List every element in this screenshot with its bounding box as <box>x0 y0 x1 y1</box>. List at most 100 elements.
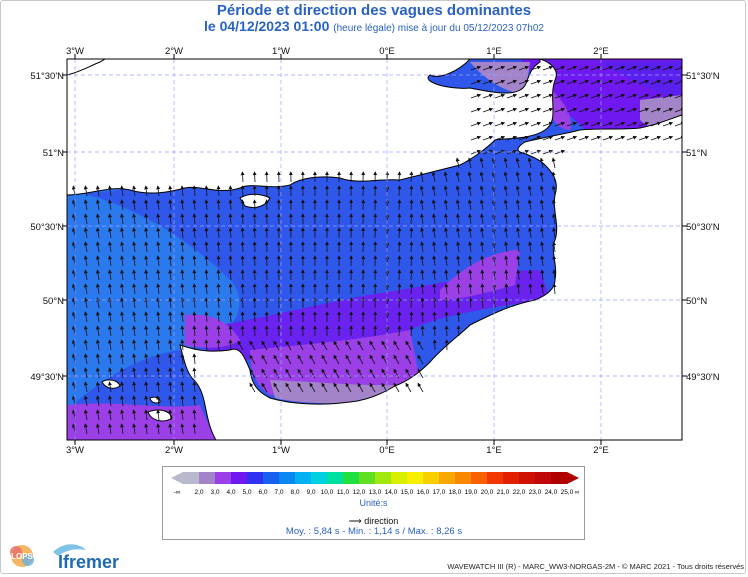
credit-line: WAVEWATCH III (R) - MARC_WW3-NORGAS-2M -… <box>447 562 744 571</box>
legend-tick-label: 14,0 <box>385 489 398 496</box>
legend-swatch <box>183 472 199 484</box>
legend-swatch <box>503 472 519 484</box>
direction-arrow <box>255 270 256 280</box>
lat-left-5130: 51°30'N <box>30 71 64 82</box>
lon-bottom-1w: 1°W <box>272 445 290 456</box>
legend-tick-label: 11,0 <box>337 489 350 496</box>
legend-min-label: -∞ <box>174 489 181 496</box>
lops-text: LOPS <box>11 552 33 561</box>
lon-top-1w: 1°W <box>272 46 290 57</box>
legend-swatch <box>215 472 231 484</box>
legend-tick-label: 7,0 <box>274 489 283 496</box>
lops-logo: LOPS <box>2 540 42 570</box>
legend-swatch <box>375 472 391 484</box>
lat-right-50: 50°N <box>686 296 707 307</box>
direction-arrow <box>255 326 256 336</box>
direction-arrow <box>399 186 400 196</box>
legend-swatch <box>311 472 327 484</box>
legend-swatch <box>359 472 375 484</box>
lon-bottom-1e: 1°E <box>486 445 501 456</box>
lat-right-5130: 51°30'N <box>686 71 720 82</box>
lon-bottom-0e: 0°E <box>379 445 394 456</box>
direction-arrow <box>399 172 400 182</box>
direction-arrow <box>255 312 256 322</box>
legend-min-triangle <box>171 472 183 484</box>
lat-left-51: 51°N <box>43 148 64 159</box>
direction-arrow <box>399 298 400 308</box>
direction-arrow <box>399 242 400 252</box>
direction-arrow <box>255 242 256 252</box>
ifremer-logo: Ifremer <box>48 540 148 572</box>
lat-left-5030: 50°30'N <box>30 222 64 233</box>
legend-swatch <box>471 472 487 484</box>
direction-arrow <box>255 186 256 196</box>
legend-swatch <box>407 472 423 484</box>
lon-bottom-3w: 3°W <box>66 445 84 456</box>
direction-arrow <box>399 270 400 280</box>
direction-arrow <box>399 214 400 224</box>
legend-tick-label: 10,0 <box>321 489 334 496</box>
stats-line: Moy. : 5,84 s - Min. : 1,14 s / Max. : 8… <box>0 526 748 537</box>
legend-tick-label: 9,0 <box>306 489 315 496</box>
legend-swatch <box>199 472 215 484</box>
direction-arrow <box>255 298 256 308</box>
direction-arrow <box>255 284 256 294</box>
lat-left-50: 50°N <box>43 296 64 307</box>
legend-max-label: ∞ <box>575 489 580 496</box>
legend-tick-label: 21,0 <box>497 489 510 496</box>
legend-tick-label: 3,0 <box>210 489 219 496</box>
legend-tick-label: 5,0 <box>242 489 251 496</box>
direction-arrow-icon: ⟶ <box>349 516 362 526</box>
lon-bottom-2e: 2°E <box>593 445 608 456</box>
legend-tick-label: 17,0 <box>433 489 446 496</box>
lon-top-1e: 1°E <box>486 46 501 57</box>
legend-swatch <box>263 472 279 484</box>
legend-swatch <box>535 472 551 484</box>
direction-arrow <box>255 172 256 182</box>
direction-arrow <box>255 228 256 238</box>
legend-tick-label: 24,0 <box>545 489 558 496</box>
wave-period-map: 3°W 2°W 1°W 0°E 1°E 2°E 3°W 2°W 1°W 0°E … <box>0 0 748 470</box>
legend-swatch <box>551 472 567 484</box>
lon-top-3w: 3°W <box>66 46 84 57</box>
direction-arrow <box>399 326 400 336</box>
legend-max-triangle <box>567 472 579 484</box>
legend-tick-label: 2,0 <box>194 489 203 496</box>
legend-swatch <box>231 472 247 484</box>
direction-arrow <box>255 214 256 224</box>
direction-label: direction <box>364 516 398 526</box>
direction-arrow <box>399 312 400 322</box>
legend-swatch <box>423 472 439 484</box>
lon-top-0e: 0°E <box>379 46 394 57</box>
legend-tick-label: 4,0 <box>226 489 235 496</box>
legend-swatch <box>439 472 455 484</box>
legend-swatch <box>295 472 311 484</box>
ifremer-text: Ifremer <box>58 552 119 572</box>
legend-tick-label: 22,0 <box>513 489 526 496</box>
direction-arrow <box>255 256 256 266</box>
direction-arrow <box>399 228 400 238</box>
direction-arrow <box>255 200 256 210</box>
direction-arrow <box>399 256 400 266</box>
legend-tick-label: 6,0 <box>258 489 267 496</box>
legend-tick-label: 15,0 <box>401 489 414 496</box>
legend-swatch <box>327 472 343 484</box>
legend-unit: Unité:s <box>163 498 584 508</box>
legend-tick-label: 18,0 <box>449 489 462 496</box>
legend-tick-label: 13,0 <box>369 489 382 496</box>
legend-swatch <box>487 472 503 484</box>
legend-swatch <box>519 472 535 484</box>
lat-right-51: 51°N <box>686 148 707 159</box>
legend-tick-label: 12,0 <box>353 489 366 496</box>
legend-tick-label: 23,0 <box>529 489 542 496</box>
direction-arrow <box>399 284 400 294</box>
lon-bottom-2w: 2°W <box>165 445 183 456</box>
legend-swatch <box>343 472 359 484</box>
legend-tick-label: 8,0 <box>290 489 299 496</box>
legend-tick-label: 19,0 <box>465 489 478 496</box>
lat-left-4930: 49°30'N <box>30 372 64 383</box>
direction-arrow <box>399 200 400 210</box>
legend-tick-label: 16,0 <box>417 489 430 496</box>
lat-right-5030: 50°30'N <box>686 222 720 233</box>
